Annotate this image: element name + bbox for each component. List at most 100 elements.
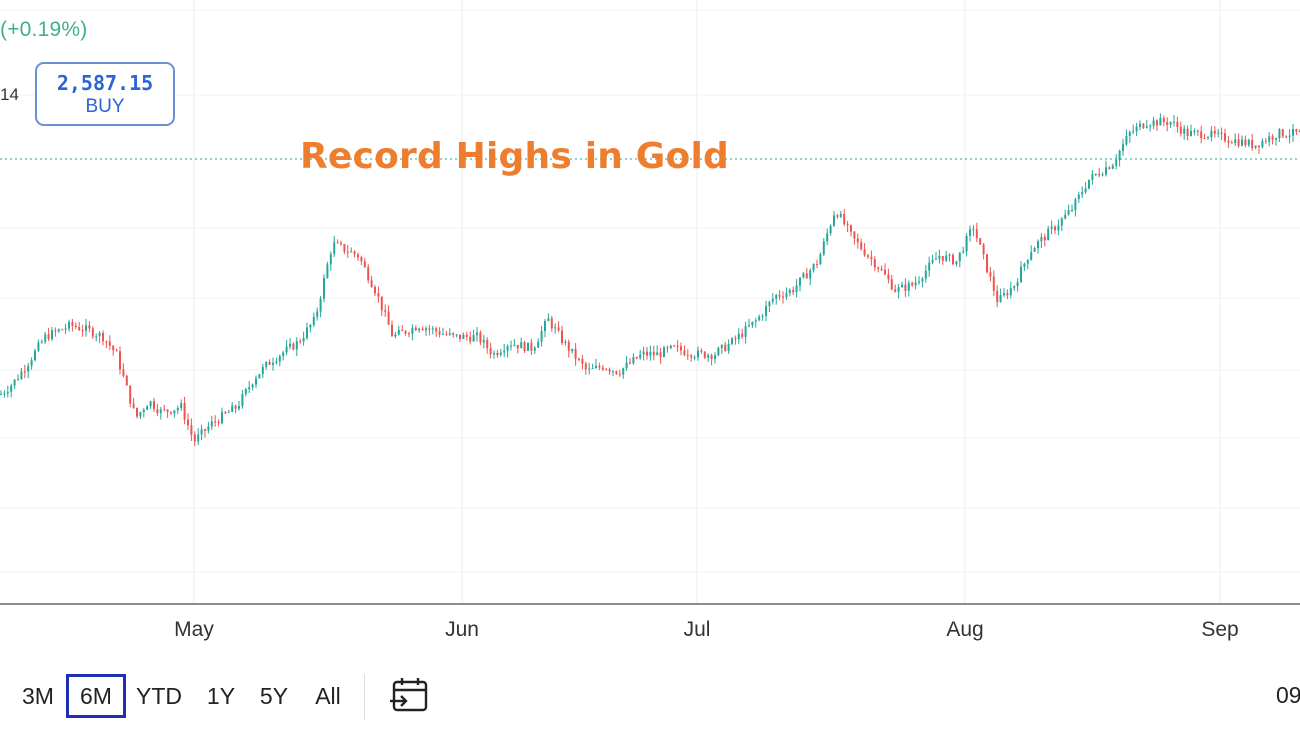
candle-body (438, 331, 441, 335)
candle-body (108, 341, 111, 346)
candle-116 (394, 331, 397, 339)
candle-body (642, 351, 645, 355)
candle-body (248, 387, 251, 390)
candle-body (435, 328, 438, 332)
candle-body (258, 374, 261, 379)
range-1y-button[interactable]: 1Y (206, 683, 236, 709)
candle-body (1190, 131, 1192, 136)
candle-body (1081, 192, 1084, 195)
candle-body (302, 337, 305, 342)
candle-244 (829, 224, 832, 236)
candle-257 (873, 256, 876, 272)
candle-355 (1207, 136, 1209, 140)
candle-body (411, 327, 414, 334)
candle-body (870, 256, 873, 260)
candle-131 (445, 330, 448, 337)
range-6m-button[interactable]: 6M (66, 674, 126, 718)
candle-24 (81, 324, 84, 337)
candle-128 (435, 326, 438, 337)
candle-body (999, 295, 1002, 303)
candle-98 (333, 235, 336, 258)
candle-313 (1064, 209, 1067, 220)
candle-39 (132, 397, 135, 409)
candle-312 (1060, 216, 1063, 232)
candle-277 (941, 255, 944, 265)
candle-88 (299, 338, 302, 344)
candle-body (1220, 132, 1223, 134)
candle-body (336, 242, 339, 244)
candle-37 (125, 374, 128, 386)
candle-254 (863, 243, 866, 257)
candle-body (1047, 228, 1050, 241)
candle-241 (819, 252, 822, 265)
candle-118 (401, 325, 404, 332)
candle-18 (61, 328, 64, 331)
candle-body (1213, 130, 1216, 134)
candle-body (61, 329, 64, 331)
candle-21 (71, 318, 74, 332)
candle-56 (190, 418, 193, 441)
candle-body (244, 389, 247, 395)
candle-203 (690, 353, 693, 362)
candle-379 (1288, 129, 1291, 144)
candle-body (564, 341, 567, 343)
candle-192 (652, 345, 655, 361)
candle-70 (238, 400, 240, 411)
candle-body (306, 327, 308, 338)
candle-274 (931, 254, 934, 265)
candle-292 (992, 270, 995, 297)
candle-body (1115, 159, 1118, 166)
candle-149 (506, 344, 509, 358)
candle-body (649, 351, 652, 356)
candle-52 (176, 405, 179, 415)
candle-89 (302, 331, 305, 346)
candle-344 (1169, 121, 1172, 129)
candle-67 (227, 409, 230, 413)
candle-body (408, 333, 410, 335)
candle-300 (1020, 261, 1022, 283)
range-all-button[interactable]: All (315, 683, 341, 709)
candle-65 (221, 407, 223, 425)
candle-182 (618, 369, 621, 377)
candle-354 (1203, 133, 1206, 140)
range-ytd-button[interactable]: YTD (136, 683, 182, 709)
candle-231 (785, 287, 788, 301)
candle-body (836, 215, 839, 217)
candle-body (1230, 142, 1233, 144)
candle-252 (856, 233, 859, 249)
candle-body (700, 350, 703, 352)
candle-172 (584, 361, 587, 375)
candle-body (1060, 218, 1063, 226)
candle-278 (945, 250, 948, 263)
candle-body (955, 261, 958, 265)
candle-138 (469, 331, 472, 345)
candle-body (285, 346, 288, 353)
calendar-goto-icon[interactable] (388, 676, 432, 716)
candle-body (1122, 144, 1124, 151)
candle-335 (1139, 120, 1141, 131)
candle-248 (843, 208, 846, 227)
candle-body (1292, 129, 1294, 136)
candle-330 (1122, 138, 1124, 156)
candle-142 (482, 335, 485, 349)
range-3m-button[interactable]: 3M (22, 683, 54, 709)
buy-button[interactable]: 2,587.15 BUY (35, 62, 175, 126)
candle-295 (1003, 288, 1005, 297)
candle-289 (982, 242, 985, 260)
candle-body (894, 289, 897, 292)
candle-263 (894, 284, 897, 293)
candle-body (1094, 173, 1097, 175)
candle-body (901, 284, 903, 288)
candle-298 (1013, 285, 1016, 291)
range-5y-button[interactable]: 5Y (259, 683, 289, 709)
candle-body (540, 331, 543, 342)
candle-8 (27, 362, 30, 379)
candle-188 (639, 349, 642, 360)
candle-58 (197, 428, 200, 446)
candle-179 (608, 367, 611, 375)
candle-207 (703, 351, 706, 360)
candle-body (190, 425, 193, 435)
candle-body (765, 306, 767, 316)
candle-371 (1261, 138, 1264, 149)
